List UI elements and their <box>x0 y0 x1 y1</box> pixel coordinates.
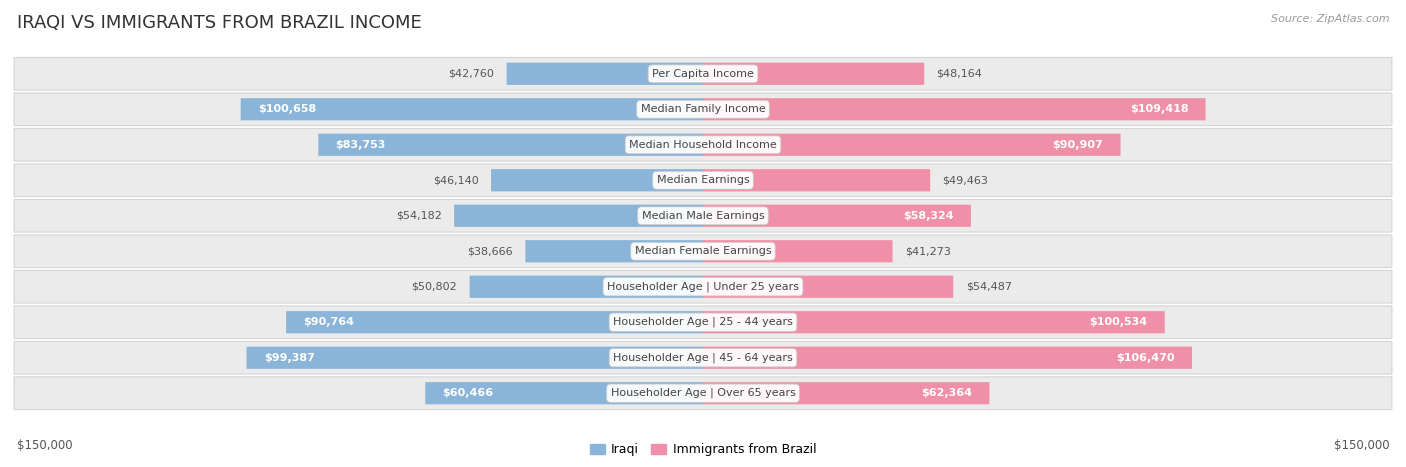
Text: Median Male Earnings: Median Male Earnings <box>641 211 765 221</box>
FancyBboxPatch shape <box>703 205 972 227</box>
Text: $60,466: $60,466 <box>443 388 494 398</box>
Text: IRAQI VS IMMIGRANTS FROM BRAZIL INCOME: IRAQI VS IMMIGRANTS FROM BRAZIL INCOME <box>17 14 422 32</box>
Text: Householder Age | 25 - 44 years: Householder Age | 25 - 44 years <box>613 317 793 327</box>
Text: $90,764: $90,764 <box>304 317 354 327</box>
FancyBboxPatch shape <box>703 347 1192 369</box>
Text: $46,140: $46,140 <box>433 175 478 185</box>
Text: $50,802: $50,802 <box>412 282 457 292</box>
FancyBboxPatch shape <box>14 235 1392 268</box>
Text: $49,463: $49,463 <box>942 175 988 185</box>
Text: $48,164: $48,164 <box>936 69 983 79</box>
FancyBboxPatch shape <box>287 311 703 333</box>
Text: $106,470: $106,470 <box>1116 353 1175 363</box>
FancyBboxPatch shape <box>14 128 1392 161</box>
Text: $83,753: $83,753 <box>336 140 385 150</box>
Text: $100,658: $100,658 <box>257 104 316 114</box>
FancyBboxPatch shape <box>703 169 931 191</box>
FancyBboxPatch shape <box>454 205 703 227</box>
Text: $58,324: $58,324 <box>903 211 953 221</box>
FancyBboxPatch shape <box>14 164 1392 197</box>
Text: $38,666: $38,666 <box>467 246 513 256</box>
FancyBboxPatch shape <box>318 134 703 156</box>
Text: Householder Age | Under 25 years: Householder Age | Under 25 years <box>607 282 799 292</box>
Text: $54,182: $54,182 <box>396 211 441 221</box>
Text: $150,000: $150,000 <box>1333 439 1389 452</box>
FancyBboxPatch shape <box>703 63 924 85</box>
Text: $62,364: $62,364 <box>921 388 972 398</box>
Text: Median Earnings: Median Earnings <box>657 175 749 185</box>
Text: $109,418: $109,418 <box>1129 104 1188 114</box>
FancyBboxPatch shape <box>14 270 1392 303</box>
FancyBboxPatch shape <box>703 134 1121 156</box>
Text: $54,487: $54,487 <box>966 282 1012 292</box>
Text: Source: ZipAtlas.com: Source: ZipAtlas.com <box>1271 14 1389 24</box>
FancyBboxPatch shape <box>703 98 1205 120</box>
Text: $99,387: $99,387 <box>264 353 315 363</box>
Text: Median Family Income: Median Family Income <box>641 104 765 114</box>
FancyBboxPatch shape <box>491 169 703 191</box>
FancyBboxPatch shape <box>470 276 703 298</box>
Text: Median Household Income: Median Household Income <box>628 140 778 150</box>
FancyBboxPatch shape <box>703 240 893 262</box>
Text: $41,273: $41,273 <box>905 246 950 256</box>
Text: $42,760: $42,760 <box>449 69 494 79</box>
FancyBboxPatch shape <box>14 93 1392 126</box>
Text: Per Capita Income: Per Capita Income <box>652 69 754 79</box>
FancyBboxPatch shape <box>14 199 1392 232</box>
Text: $100,534: $100,534 <box>1090 317 1147 327</box>
FancyBboxPatch shape <box>246 347 703 369</box>
FancyBboxPatch shape <box>14 306 1392 339</box>
FancyBboxPatch shape <box>703 311 1164 333</box>
FancyBboxPatch shape <box>240 98 703 120</box>
Text: Householder Age | Over 65 years: Householder Age | Over 65 years <box>610 388 796 398</box>
Text: Householder Age | 45 - 64 years: Householder Age | 45 - 64 years <box>613 353 793 363</box>
FancyBboxPatch shape <box>506 63 703 85</box>
FancyBboxPatch shape <box>14 57 1392 90</box>
Text: $150,000: $150,000 <box>17 439 73 452</box>
FancyBboxPatch shape <box>703 382 990 404</box>
Legend: Iraqi, Immigrants from Brazil: Iraqi, Immigrants from Brazil <box>585 439 821 461</box>
Text: Median Female Earnings: Median Female Earnings <box>634 246 772 256</box>
FancyBboxPatch shape <box>14 377 1392 410</box>
FancyBboxPatch shape <box>14 341 1392 374</box>
Text: $90,907: $90,907 <box>1053 140 1104 150</box>
FancyBboxPatch shape <box>526 240 703 262</box>
FancyBboxPatch shape <box>425 382 703 404</box>
FancyBboxPatch shape <box>703 276 953 298</box>
